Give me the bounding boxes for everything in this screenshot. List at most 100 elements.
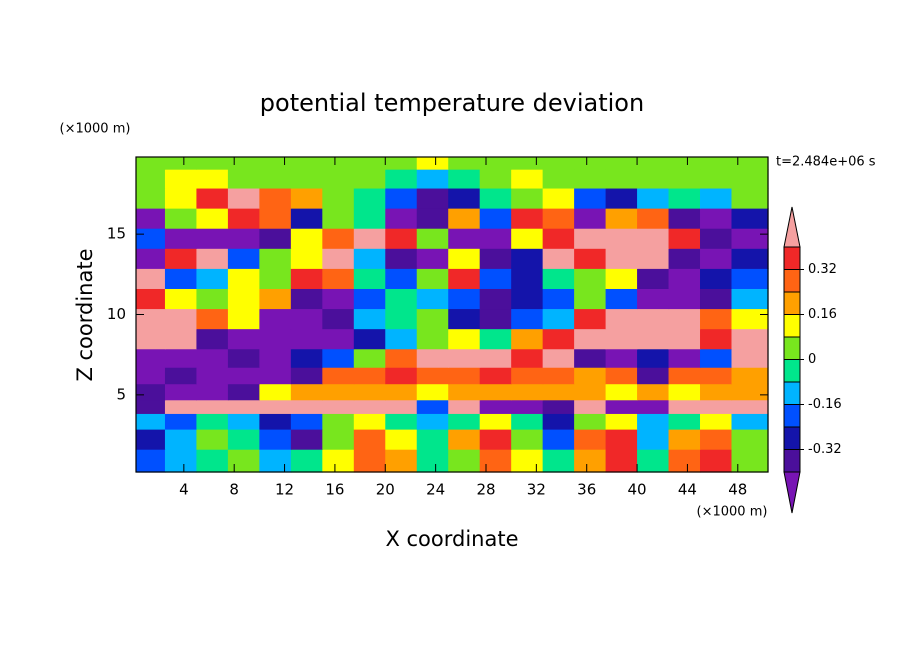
field-cell bbox=[353, 367, 386, 385]
field-cell bbox=[353, 288, 386, 310]
field-cell bbox=[668, 399, 701, 414]
field-cell bbox=[700, 208, 733, 229]
colorbar-tick-label: 0 bbox=[808, 352, 816, 367]
field-cell bbox=[385, 169, 418, 189]
field-cell bbox=[196, 328, 229, 350]
field-cell bbox=[605, 383, 638, 401]
field-cell bbox=[605, 308, 638, 330]
field-cell bbox=[511, 367, 544, 385]
field-cell bbox=[290, 399, 323, 414]
colorbar-box bbox=[783, 246, 801, 270]
colorbar-tick-label: 0.16 bbox=[808, 307, 837, 322]
field-cell bbox=[196, 429, 229, 450]
field-cell bbox=[227, 248, 260, 269]
field-cell bbox=[448, 169, 481, 189]
field-cell bbox=[227, 413, 260, 430]
field-cell bbox=[136, 208, 166, 229]
field-cell bbox=[227, 187, 260, 209]
field-cell bbox=[731, 228, 769, 249]
field-cell bbox=[637, 367, 670, 385]
field-cell bbox=[136, 449, 166, 473]
field-cell bbox=[448, 383, 481, 401]
field-cell bbox=[605, 348, 638, 368]
field-cell bbox=[479, 399, 512, 414]
field-cell bbox=[290, 308, 323, 330]
field-cell bbox=[574, 169, 607, 189]
field-cell bbox=[511, 308, 544, 330]
field-cell bbox=[353, 208, 386, 229]
field-cell bbox=[700, 268, 733, 289]
field-cell bbox=[353, 429, 386, 450]
field-cell bbox=[574, 328, 607, 350]
field-cell bbox=[668, 208, 701, 229]
field-cell bbox=[479, 208, 512, 229]
field-cell bbox=[353, 228, 386, 249]
field-cell bbox=[322, 248, 355, 269]
x-unit: (×1000 m) bbox=[697, 505, 768, 520]
field-cell bbox=[574, 268, 607, 289]
field-cell bbox=[259, 169, 292, 189]
field-cell bbox=[353, 449, 386, 473]
field-cell bbox=[322, 413, 355, 430]
field-cell bbox=[196, 288, 229, 310]
field-cell bbox=[353, 328, 386, 350]
field-cell bbox=[479, 383, 512, 401]
field-cell bbox=[637, 268, 670, 289]
field-cell bbox=[668, 288, 701, 310]
field-cell bbox=[259, 208, 292, 229]
field-cell bbox=[322, 399, 355, 414]
field-cell bbox=[322, 157, 355, 170]
field-cell bbox=[353, 169, 386, 189]
field-cell bbox=[605, 268, 638, 289]
field-cell bbox=[259, 399, 292, 414]
field-cell bbox=[259, 383, 292, 401]
field-cell bbox=[196, 383, 229, 401]
field-cell bbox=[196, 208, 229, 229]
field-cell bbox=[542, 383, 575, 401]
field-cell bbox=[731, 367, 769, 385]
field-cell bbox=[731, 348, 769, 368]
field-cell bbox=[385, 187, 418, 209]
field-cell bbox=[290, 208, 323, 229]
field-cell bbox=[227, 383, 260, 401]
field-cell bbox=[259, 328, 292, 350]
field-cell bbox=[542, 429, 575, 450]
field-cell bbox=[164, 288, 198, 310]
field-cell bbox=[637, 248, 670, 269]
field-cell bbox=[637, 208, 670, 229]
field-cell bbox=[196, 169, 229, 189]
field-cell bbox=[542, 308, 575, 330]
field-cell bbox=[731, 308, 769, 330]
field-cell bbox=[574, 248, 607, 269]
field-cell bbox=[637, 399, 670, 414]
field-cell bbox=[542, 413, 575, 430]
field-cell bbox=[290, 348, 323, 368]
field-cell bbox=[731, 187, 769, 209]
colorbar-box bbox=[783, 381, 801, 405]
field-cell bbox=[448, 308, 481, 330]
field-cell bbox=[605, 169, 638, 189]
field-cell bbox=[574, 348, 607, 368]
field-cell bbox=[605, 449, 638, 473]
field-cell bbox=[448, 449, 481, 473]
field-cell bbox=[448, 399, 481, 414]
field-cell bbox=[385, 248, 418, 269]
field-cell bbox=[164, 228, 198, 249]
field-cell bbox=[196, 187, 229, 209]
field-cell bbox=[322, 228, 355, 249]
field-cell bbox=[637, 413, 670, 430]
field-cell bbox=[731, 157, 769, 170]
field-cell bbox=[605, 367, 638, 385]
y-tick-label: 15 bbox=[107, 225, 126, 243]
field-cell bbox=[668, 413, 701, 430]
field-cell bbox=[353, 248, 386, 269]
field-cell bbox=[668, 348, 701, 368]
field-cell bbox=[574, 208, 607, 229]
field-cell bbox=[448, 208, 481, 229]
x-axis-label: X coordinate bbox=[385, 527, 518, 551]
field-cell bbox=[542, 228, 575, 249]
field-cell bbox=[479, 348, 512, 368]
field-cell bbox=[385, 288, 418, 310]
field-cell bbox=[511, 228, 544, 249]
field-cell bbox=[605, 248, 638, 269]
